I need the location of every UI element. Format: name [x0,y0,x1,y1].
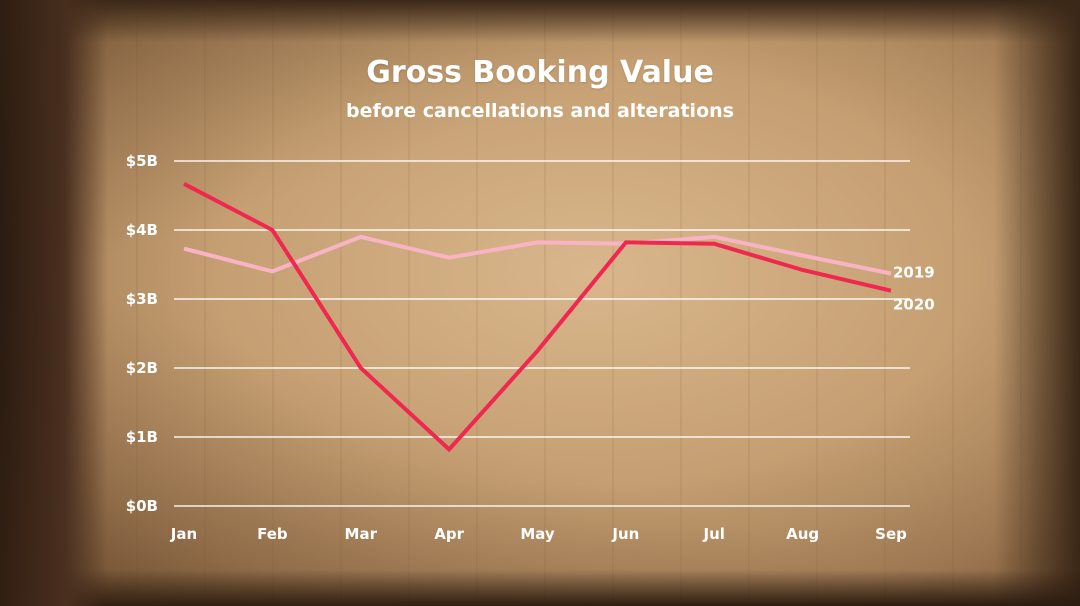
series-label-2019: 2019 [893,263,935,281]
data-point-2020 [712,242,716,246]
data-point-2020 [270,228,274,232]
y-tick-label: $3B [126,290,158,308]
y-tick-label: $5B [126,152,158,170]
data-point-2019 [801,254,805,258]
y-tick-label: $0B [126,497,158,515]
data-point-2019 [359,235,363,239]
y-tick-label: $2B [126,359,158,377]
data-point-2019 [447,256,451,260]
x-tick-label: May [520,525,555,543]
data-point-2020 [624,240,628,244]
y-tick-label: $4B [126,221,158,239]
x-tick-label: Sep [875,525,907,543]
series-line-2020 [183,182,892,453]
x-tick-label: Mar [345,525,378,543]
data-point-2019 [536,240,540,244]
y-tick-label: $1B [126,428,158,446]
data-point-2020 [801,268,805,272]
x-tick-label: Jan [170,525,197,543]
series-label-2020: 2020 [893,296,935,314]
data-point-2020 [359,366,363,370]
data-point-2020 [182,182,186,186]
x-tick-label: Aug [786,525,819,543]
chart-title: Gross Booking Value [366,55,714,90]
data-point-2020 [536,349,540,353]
data-point-2019 [712,235,716,239]
data-point-2019 [270,269,274,273]
chart-subtitle: before cancellations and alterations [346,100,734,122]
data-point-2020 [889,289,893,293]
series-line-2019 [183,234,892,276]
x-tick-label: Feb [257,525,288,543]
x-tick-label: Jun [611,525,639,543]
data-point-2020 [447,447,451,451]
x-tick-label: Jul [703,525,725,543]
data-point-2019 [182,247,186,251]
x-tick-label: Apr [434,525,464,543]
